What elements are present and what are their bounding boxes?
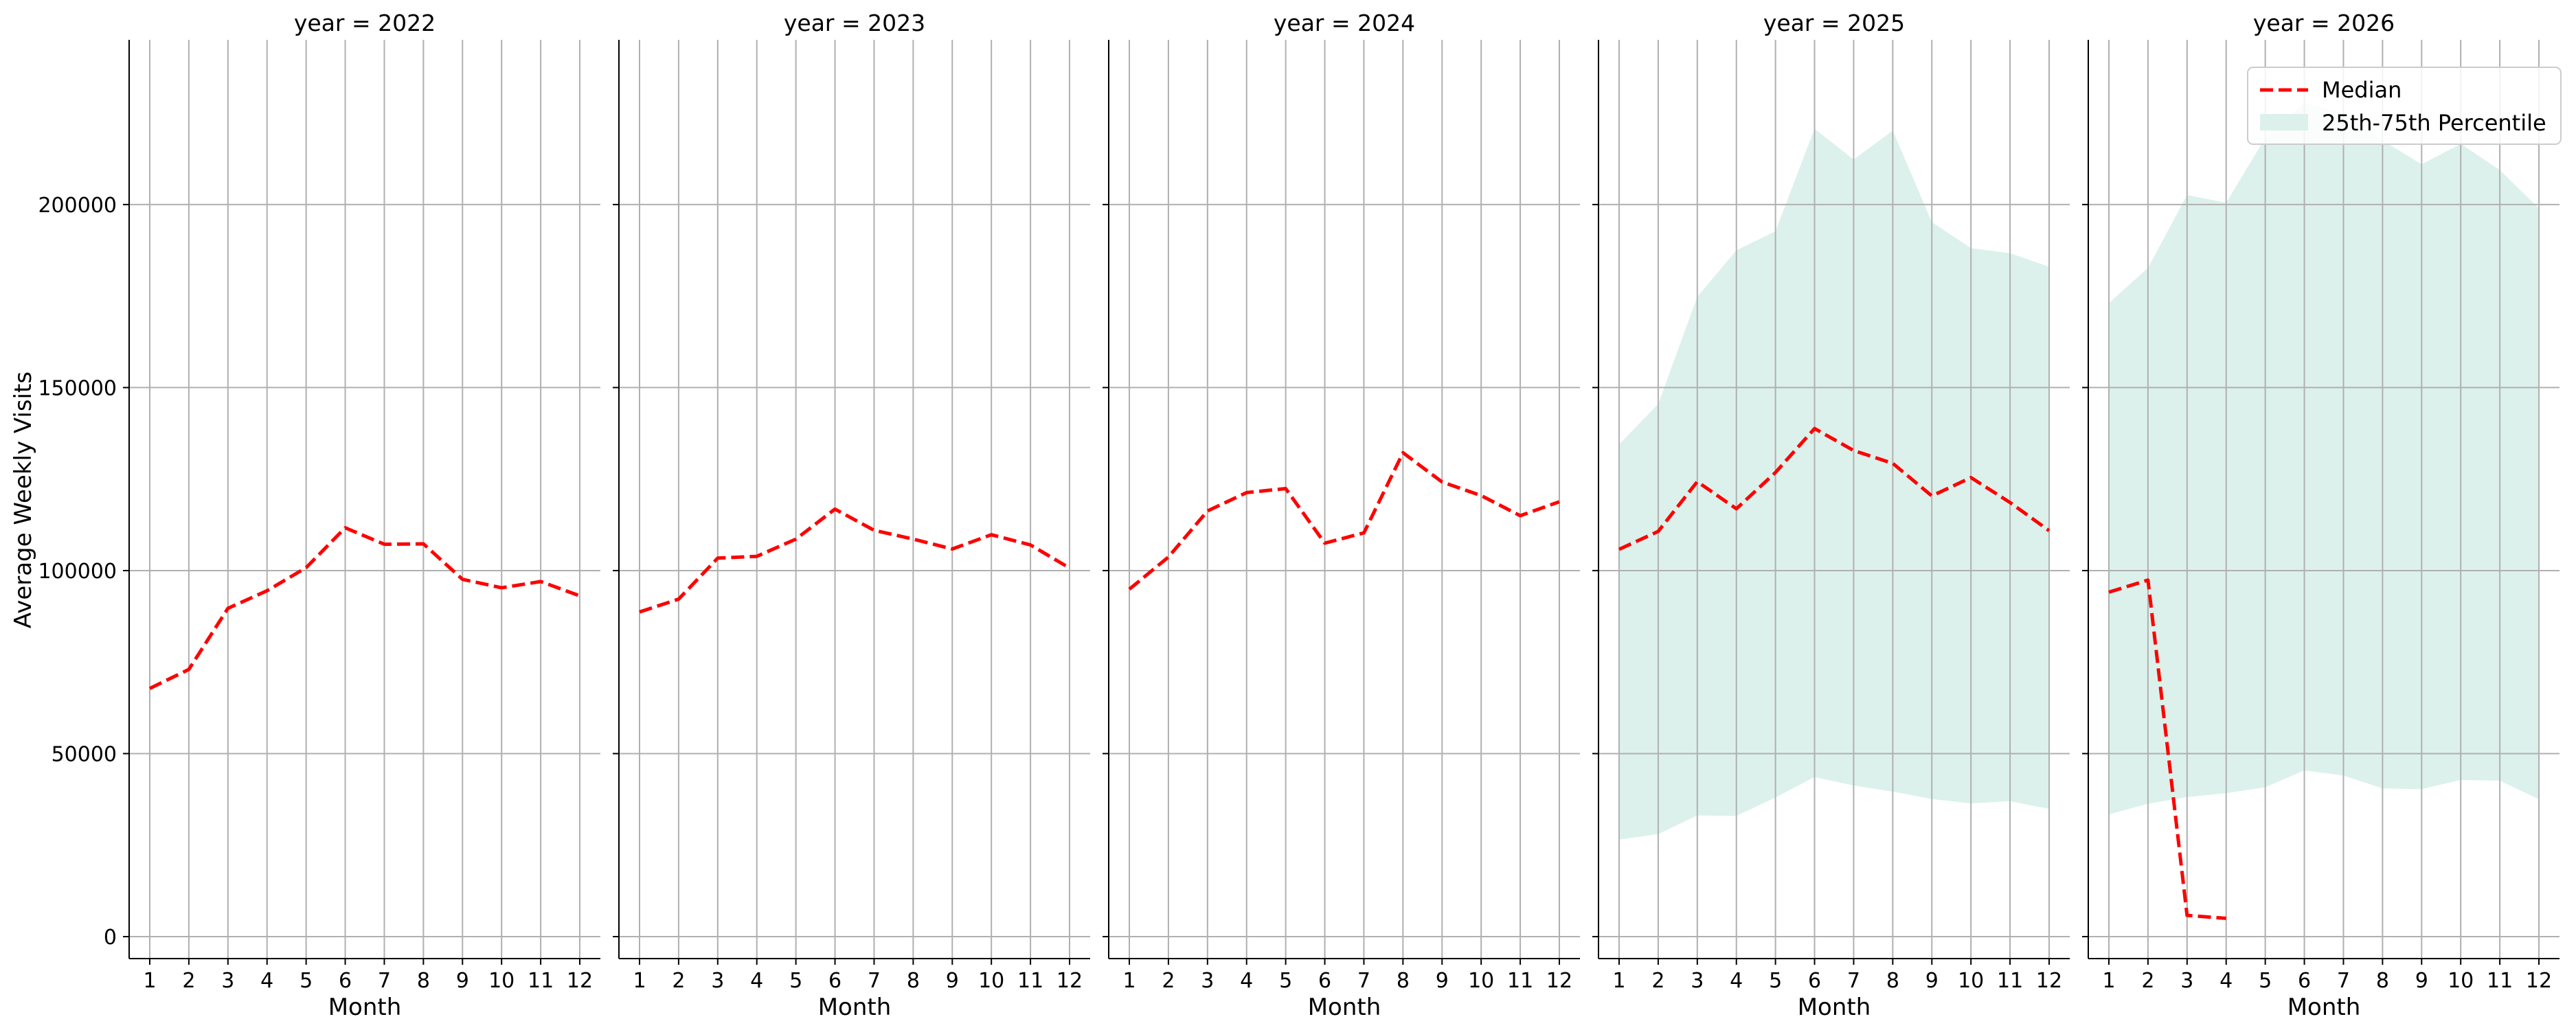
x-tick-label: 10 bbox=[2448, 969, 2474, 993]
x-tick-label: 2 bbox=[1651, 969, 1664, 993]
x-tick-label: 12 bbox=[2526, 969, 2552, 993]
x-tick-label: 12 bbox=[1057, 969, 1083, 993]
x-tick-label: 3 bbox=[711, 969, 724, 993]
x-axis-label: Month bbox=[1798, 994, 1871, 1021]
median-line bbox=[1618, 426, 2050, 551]
x-tick-label: 3 bbox=[221, 969, 234, 993]
x-tick-label: 5 bbox=[2259, 969, 2272, 993]
x-tick-label: 8 bbox=[907, 969, 920, 993]
x-tick-label: 10 bbox=[1468, 969, 1494, 993]
x-tick-label: 11 bbox=[2487, 969, 2513, 993]
x-tick-label: 11 bbox=[1507, 969, 1533, 993]
x-tick-label: 12 bbox=[567, 969, 593, 993]
x-tick-label: 7 bbox=[1847, 969, 1860, 993]
median-line bbox=[1128, 450, 1560, 591]
percentile-band bbox=[1619, 128, 2049, 840]
panel-title: year = 2022 bbox=[294, 10, 436, 36]
x-tick-label: 4 bbox=[2219, 969, 2233, 993]
x-tick-label: 9 bbox=[1436, 969, 1449, 993]
y-tick-label: 0 bbox=[104, 926, 117, 950]
x-tick-label: 7 bbox=[378, 969, 391, 993]
x-tick-label: 7 bbox=[1357, 969, 1370, 993]
percentile-band bbox=[2109, 102, 2539, 815]
x-tick-label: 4 bbox=[1730, 969, 1743, 993]
x-tick-label: 6 bbox=[828, 969, 841, 993]
x-tick-label: 8 bbox=[1397, 969, 1410, 993]
y-tick-label: 200000 bbox=[38, 194, 117, 218]
x-tick-label: 10 bbox=[1958, 969, 1984, 993]
x-tick-label: 9 bbox=[2415, 969, 2428, 993]
panel-title: year = 2023 bbox=[784, 10, 925, 36]
legend-box bbox=[2247, 67, 2562, 145]
median-line bbox=[2108, 578, 2226, 920]
x-tick-label: 1 bbox=[633, 969, 646, 993]
x-tick-label: 6 bbox=[1318, 969, 1331, 993]
legend-median-label: Median bbox=[2322, 77, 2402, 103]
x-tick-label: 5 bbox=[1279, 969, 1292, 993]
x-tick-label: 4 bbox=[750, 969, 763, 993]
x-axis-label: Month bbox=[2287, 994, 2361, 1021]
x-tick-label: 11 bbox=[1017, 969, 1043, 993]
x-tick-label: 3 bbox=[1691, 969, 1704, 993]
x-tick-label: 6 bbox=[2298, 969, 2311, 993]
x-tick-label: 7 bbox=[2337, 969, 2350, 993]
x-tick-label: 9 bbox=[1925, 969, 1939, 993]
x-tick-label: 3 bbox=[1201, 969, 1214, 993]
x-tick-label: 8 bbox=[417, 969, 430, 993]
panel-title: year = 2025 bbox=[1763, 10, 1905, 36]
x-axis-label: Month bbox=[328, 994, 402, 1021]
panel-title: year = 2026 bbox=[2253, 10, 2395, 36]
x-tick-label: 5 bbox=[1769, 969, 1782, 993]
x-tick-label: 9 bbox=[456, 969, 469, 993]
x-axis-label: Month bbox=[818, 994, 892, 1021]
x-tick-label: 7 bbox=[868, 969, 881, 993]
median-line bbox=[639, 507, 1071, 614]
x-tick-label: 2 bbox=[182, 969, 195, 993]
x-tick-label: 10 bbox=[978, 969, 1004, 993]
x-tick-label: 5 bbox=[300, 969, 313, 993]
x-tick-label: 1 bbox=[1122, 969, 1136, 993]
legend: Median 25th-75th Percentile bbox=[2247, 67, 2562, 145]
x-tick-label: 1 bbox=[2102, 969, 2115, 993]
x-tick-label: 2 bbox=[2141, 969, 2154, 993]
x-tick-label: 6 bbox=[339, 969, 352, 993]
x-tick-label: 4 bbox=[260, 969, 273, 993]
legend-band-label: 25th-75th Percentile bbox=[2322, 110, 2546, 136]
x-tick-label: 4 bbox=[1240, 969, 1253, 993]
x-tick-label: 2 bbox=[1162, 969, 1175, 993]
y-tick-label: 50000 bbox=[52, 742, 117, 766]
x-tick-label: 2 bbox=[672, 969, 685, 993]
x-tick-label: 1 bbox=[143, 969, 156, 993]
x-tick-label: 12 bbox=[1546, 969, 1572, 993]
x-tick-label: 1 bbox=[1612, 969, 1625, 993]
x-tick-label: 8 bbox=[1886, 969, 1899, 993]
y-axis-label: Average Weekly Visits bbox=[10, 371, 37, 628]
y-tick-label: 150000 bbox=[38, 376, 117, 400]
panel-title: year = 2024 bbox=[1274, 10, 1415, 36]
x-tick-label: 11 bbox=[528, 969, 554, 993]
median-line bbox=[148, 526, 580, 690]
x-tick-label: 3 bbox=[2180, 969, 2193, 993]
x-tick-label: 11 bbox=[1997, 969, 2023, 993]
x-tick-label: 12 bbox=[2036, 969, 2062, 993]
x-tick-label: 10 bbox=[488, 969, 515, 993]
x-tick-label: 9 bbox=[946, 969, 959, 993]
x-axis-label: Month bbox=[1308, 994, 1381, 1021]
x-tick-label: 8 bbox=[2376, 969, 2389, 993]
y-tick-label: 100000 bbox=[38, 560, 117, 584]
legend-band-swatch bbox=[2260, 114, 2308, 130]
x-tick-label: 6 bbox=[1808, 969, 1821, 993]
x-tick-label: 5 bbox=[789, 969, 802, 993]
